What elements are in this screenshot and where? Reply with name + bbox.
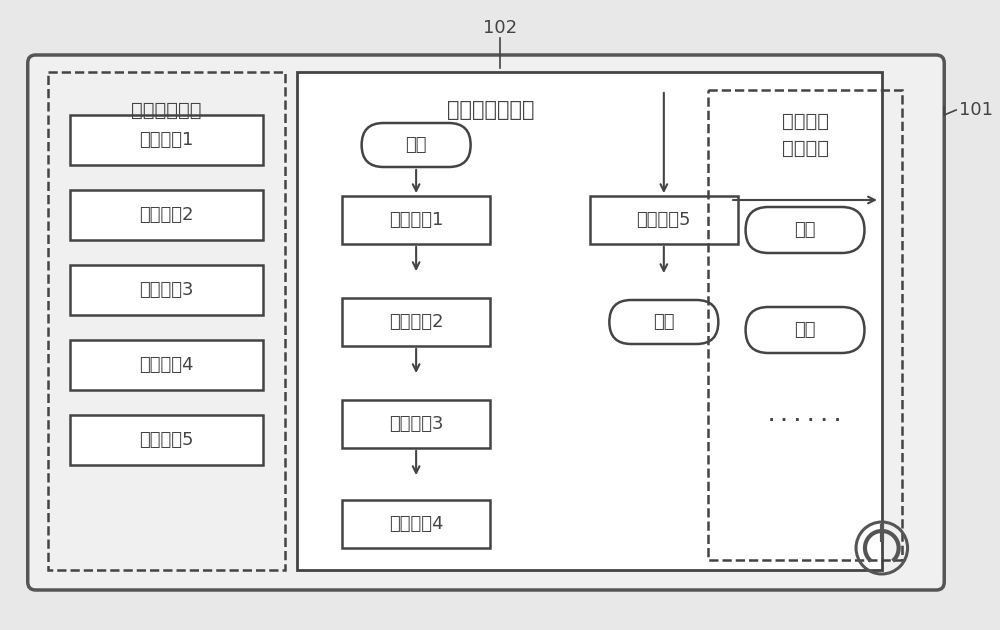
Text: 确定模块3: 确定模块3 xyxy=(389,415,443,433)
FancyBboxPatch shape xyxy=(746,307,864,353)
Text: ......: ...... xyxy=(765,405,845,425)
Bar xyxy=(708,90,902,560)
FancyBboxPatch shape xyxy=(28,55,944,590)
Text: 102: 102 xyxy=(483,19,517,37)
Text: 确定模块1: 确定模块1 xyxy=(139,131,194,149)
Bar xyxy=(342,400,490,448)
Bar xyxy=(70,415,263,465)
Bar xyxy=(70,115,263,165)
Bar xyxy=(342,500,490,548)
Bar xyxy=(342,196,490,244)
FancyBboxPatch shape xyxy=(746,207,864,253)
Text: 确定模块1: 确定模块1 xyxy=(389,211,443,229)
Text: 101: 101 xyxy=(959,101,993,119)
Text: 注视点计算装置: 注视点计算装置 xyxy=(447,100,534,120)
Text: 处理模块列表: 处理模块列表 xyxy=(131,101,202,120)
Text: 确定模块4: 确定模块4 xyxy=(389,515,443,533)
Text: 获取模块2: 获取模块2 xyxy=(389,313,443,331)
Text: 确定模块5: 确定模块5 xyxy=(139,431,194,449)
Text: 结束: 结束 xyxy=(794,321,816,339)
Bar xyxy=(342,298,490,346)
Text: 开始: 开始 xyxy=(405,136,427,154)
Text: 开始: 开始 xyxy=(794,221,816,239)
Bar xyxy=(590,196,738,244)
Text: 获取模块2: 获取模块2 xyxy=(139,206,194,224)
Text: 人眼注视
对象识别: 人眼注视 对象识别 xyxy=(782,112,829,158)
Bar xyxy=(70,190,263,240)
FancyBboxPatch shape xyxy=(362,123,471,167)
Bar xyxy=(48,72,285,570)
Text: 结束: 结束 xyxy=(653,313,675,331)
Bar xyxy=(70,340,263,390)
FancyBboxPatch shape xyxy=(609,300,718,344)
Text: 确定模块4: 确定模块4 xyxy=(139,356,194,374)
Bar xyxy=(297,72,882,570)
Text: 确定模块3: 确定模块3 xyxy=(139,281,194,299)
Text: 确定模块5: 确定模块5 xyxy=(637,211,691,229)
Bar xyxy=(70,265,263,315)
